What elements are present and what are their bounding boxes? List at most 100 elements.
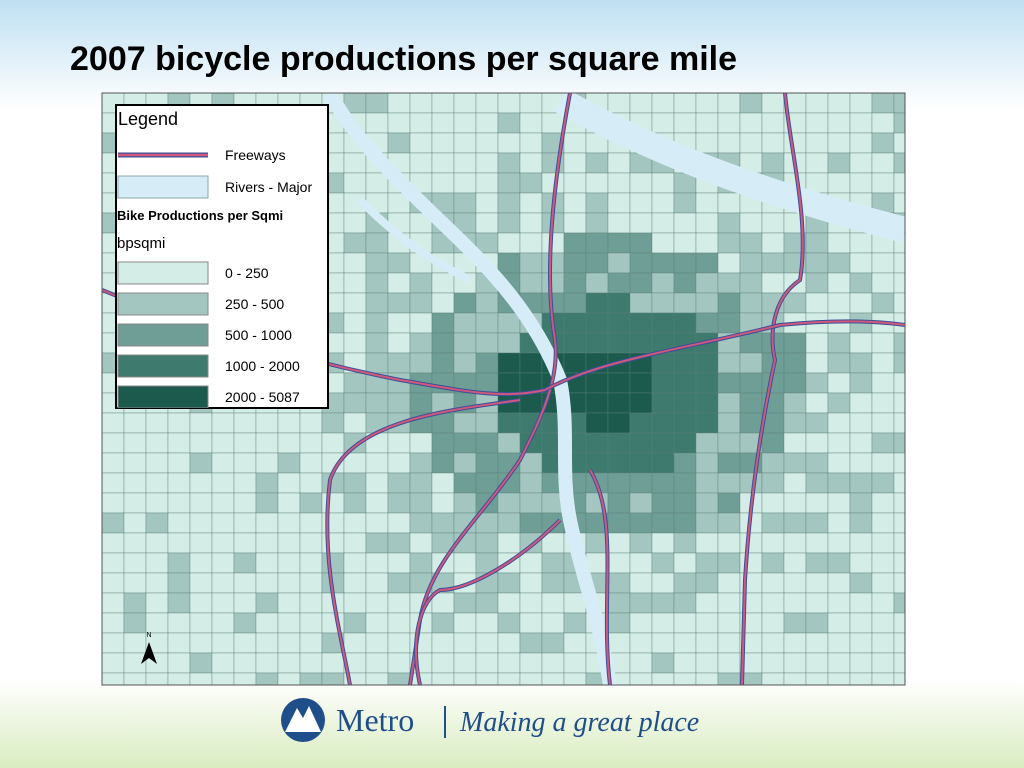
tract (805, 372, 829, 394)
tract (102, 472, 125, 494)
tract (541, 592, 565, 614)
tract (497, 252, 521, 274)
tract (233, 472, 257, 494)
tract (805, 512, 829, 534)
tract (563, 212, 587, 234)
tract (607, 152, 631, 174)
tract (277, 412, 301, 434)
tract (651, 612, 675, 634)
tract (189, 432, 213, 454)
tract (277, 512, 301, 534)
tract (541, 272, 565, 294)
tract (299, 432, 323, 454)
tract (563, 352, 587, 374)
legend-class-swatch (117, 323, 209, 347)
tract (629, 592, 653, 614)
tract (695, 632, 719, 654)
tract (849, 392, 873, 414)
tract (255, 412, 279, 434)
tract (607, 432, 631, 454)
tract (607, 572, 631, 594)
tract (871, 652, 895, 674)
tract (255, 552, 279, 574)
tract (277, 532, 301, 554)
tract (673, 492, 697, 514)
tract (695, 432, 719, 454)
tract (695, 372, 719, 394)
tract (739, 532, 763, 554)
tract (431, 332, 455, 354)
tract (585, 192, 609, 214)
legend-class-label: 1000 - 2000 (225, 358, 300, 374)
tract (607, 612, 631, 634)
tract (541, 552, 565, 574)
tract (211, 552, 235, 574)
tract (519, 392, 543, 414)
tract (387, 272, 411, 294)
tract (277, 652, 301, 674)
tract (431, 112, 455, 134)
tract (585, 252, 609, 274)
tract (123, 452, 147, 474)
tract (651, 252, 675, 274)
tract (145, 572, 169, 594)
tract (893, 192, 905, 214)
tract (695, 112, 719, 134)
tract (673, 632, 697, 654)
tract (102, 452, 125, 474)
tract (255, 492, 279, 514)
tract (519, 112, 543, 134)
tract (189, 612, 213, 634)
tract (563, 172, 587, 194)
tract (761, 512, 785, 534)
tract (805, 652, 829, 674)
tract (739, 372, 763, 394)
tract (607, 552, 631, 574)
tract (189, 412, 213, 434)
tract (475, 412, 499, 434)
tract (343, 572, 367, 594)
north-arrow: N (141, 632, 157, 664)
tract (827, 392, 851, 414)
tract (585, 412, 609, 434)
tract (365, 272, 389, 294)
tract (629, 432, 653, 454)
tract (695, 272, 719, 294)
tract (695, 592, 719, 614)
tract (475, 532, 499, 554)
north-arrow-icon (141, 642, 157, 664)
tract (167, 552, 191, 574)
tract (299, 472, 323, 494)
tract (629, 172, 653, 194)
tract (123, 632, 147, 654)
tract (783, 612, 807, 634)
tract (629, 312, 653, 334)
tract (717, 232, 741, 254)
tract (849, 372, 873, 394)
tract (409, 292, 433, 314)
tract (145, 512, 169, 534)
tract (761, 152, 785, 174)
tract (849, 512, 873, 534)
tract (893, 412, 905, 434)
tract (629, 472, 653, 494)
tract (365, 492, 389, 514)
tract (783, 452, 807, 474)
tract (607, 332, 631, 354)
tract (519, 212, 543, 234)
tract (805, 93, 829, 114)
tract (673, 532, 697, 554)
tract (871, 492, 895, 514)
tract (233, 632, 257, 654)
tract (365, 632, 389, 654)
tract (167, 612, 191, 634)
tract (145, 452, 169, 474)
tract (651, 93, 675, 114)
tract (695, 132, 719, 154)
tract (453, 132, 477, 154)
tract (805, 272, 829, 294)
tract (409, 472, 433, 494)
tract (519, 572, 543, 594)
tract (475, 352, 499, 374)
tract (607, 292, 631, 314)
